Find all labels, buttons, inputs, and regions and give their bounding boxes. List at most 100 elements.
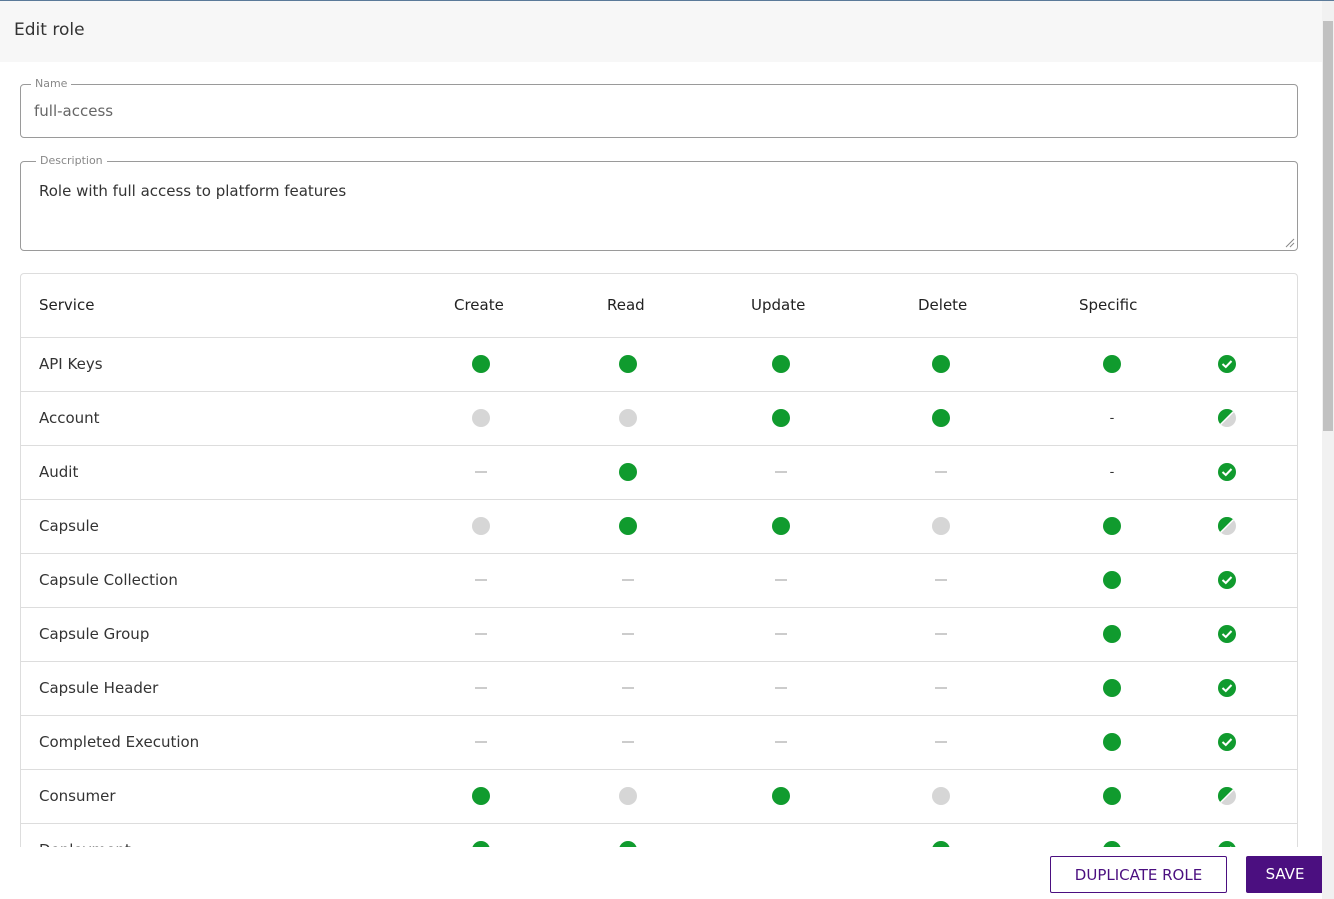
name-field[interactable]: Name full-access (20, 77, 1298, 138)
status-icon (1218, 355, 1236, 373)
status-icon (1218, 679, 1236, 697)
column-header: Update (751, 296, 806, 314)
permission-icon (935, 471, 947, 473)
permission-icon (1103, 517, 1121, 535)
permission-icon (472, 517, 490, 535)
service-name: Consumer (39, 787, 116, 805)
resize-handle (1285, 238, 1295, 248)
permission-icon (1103, 733, 1121, 751)
description-field[interactable]: Description Role with full access to pla… (20, 154, 1298, 251)
table-row: Capsule Group (21, 608, 1297, 662)
specific-text: - (1109, 411, 1115, 426)
permission-icon (935, 741, 947, 743)
permission-icon (932, 841, 950, 848)
service-name: Capsule Group (39, 625, 150, 643)
permission-icon (622, 579, 634, 581)
permission-icon (935, 633, 947, 635)
permission-icon (775, 633, 787, 635)
duplicate-button[interactable]: DUPLICATE ROLE (1050, 856, 1227, 893)
permission-icon (472, 787, 490, 805)
table-row: Consumer (21, 770, 1297, 824)
permission-icon (1103, 841, 1121, 848)
permission-icon (622, 687, 634, 689)
permission-icon (1103, 355, 1121, 373)
service-name: Account (39, 409, 100, 427)
permission-icon (932, 787, 950, 805)
service-name: Completed Execution (39, 733, 200, 751)
permission-icon (772, 787, 790, 805)
permission-icon (475, 579, 487, 581)
status-icon (1218, 571, 1236, 589)
column-header: Delete (918, 296, 968, 314)
permission-icon (932, 517, 950, 535)
permission-icon (775, 579, 787, 581)
service-name: Capsule (39, 517, 99, 535)
status-icon (1217, 408, 1236, 427)
permission-icon (772, 409, 790, 427)
footer: DUPLICATE ROLE SAVE (0, 847, 1324, 899)
service-name: Deployment (39, 824, 131, 848)
header-row: Service Create Read Update Delete Specific (21, 274, 1297, 338)
table-row: Audit - (21, 446, 1297, 500)
permission-icon (619, 787, 637, 805)
permission-icon (619, 409, 637, 427)
status-icon (1217, 516, 1236, 535)
permission-icon (619, 841, 637, 848)
status-icon (1218, 841, 1236, 848)
scrollbar-thumb[interactable] (1323, 21, 1333, 431)
permission-icon (622, 741, 634, 743)
column-header: Read (607, 296, 645, 314)
permission-icon (1103, 679, 1121, 697)
top-border (0, 0, 1334, 1)
permission-icon (772, 517, 790, 535)
permission-icon (772, 355, 790, 373)
column-header: Service (39, 296, 95, 314)
field-label: Name (31, 77, 72, 90)
permission-icon (935, 687, 947, 689)
dialog-header: Edit role (0, 1, 1322, 62)
table-row: API Keys (21, 338, 1297, 392)
status-icon (1217, 786, 1236, 805)
status-icon (1218, 463, 1236, 481)
service-name: API Keys (39, 355, 103, 373)
permission-icon (1103, 787, 1121, 805)
permission-icon (475, 633, 487, 635)
permission-icon (775, 687, 787, 689)
field-value: full-access (34, 102, 114, 120)
permission-icon (1103, 625, 1121, 643)
permission-icon (932, 355, 950, 373)
status-icon (1218, 625, 1236, 643)
table-row: Completed Execution (21, 716, 1297, 770)
table-row: Deployment (21, 824, 1297, 848)
service-name: Audit (39, 463, 79, 481)
permission-icon (622, 633, 634, 635)
permission-icon (472, 841, 490, 848)
save-button[interactable]: SAVE (1246, 856, 1324, 893)
permission-icon (775, 471, 787, 473)
permission-icon (475, 471, 487, 473)
scrollbar (1322, 1, 1334, 899)
table-row: Account - (21, 392, 1297, 446)
specific-text: - (1109, 465, 1115, 480)
field-value: Role with full access to platform featur… (39, 182, 347, 200)
column-header: Specific (1079, 296, 1138, 314)
permission-icon (775, 741, 787, 743)
service-name: Capsule Collection (39, 571, 178, 589)
table-row: Capsule Header (21, 662, 1297, 716)
table-row: Capsule (21, 500, 1297, 554)
table-row: Capsule Collection (21, 554, 1297, 608)
permission-icon (475, 741, 487, 743)
permission-icon (935, 579, 947, 581)
permission-icon (932, 409, 950, 427)
service-name: Capsule Header (39, 679, 159, 697)
status-icon (1218, 733, 1236, 751)
permission-icon (472, 409, 490, 427)
permission-icon (619, 463, 637, 481)
field-label: Description (36, 154, 107, 167)
permission-icon (619, 517, 637, 535)
permission-icon (619, 355, 637, 373)
permissions-table: Service Create Read Update Delete Specific API… (20, 273, 1298, 848)
permission-icon (1103, 571, 1121, 589)
title: Edit role (14, 20, 85, 40)
